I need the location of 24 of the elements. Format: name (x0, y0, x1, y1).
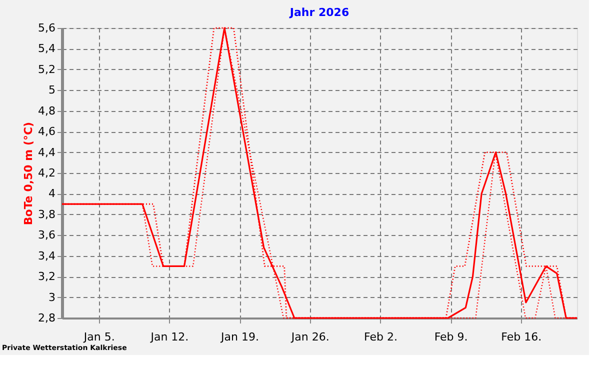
y-tick-label: 3,6 (38, 228, 56, 242)
x-tick-label: Jan 26. (290, 330, 330, 344)
x-tick-label: Jan 12. (150, 330, 189, 344)
y-tick-label: 3,2 (38, 270, 56, 284)
y-tick-label: 4,4 (38, 146, 56, 159)
y-tick-label: 4 (48, 187, 56, 200)
x-tick-label: Feb 16. (501, 330, 542, 344)
y-tick-label: 3,8 (38, 208, 56, 221)
y-tick-label: 5,2 (38, 62, 56, 76)
y-tick-label: 3,4 (38, 249, 56, 262)
y-tick-label: 5,4 (38, 42, 56, 56)
y-tick-label: 4,6 (38, 125, 56, 138)
y-tick-label: 4,8 (38, 104, 56, 118)
y-tick-label: 2,8 (38, 312, 56, 324)
y-tick-label: 5 (48, 84, 56, 97)
y-tick-label: 4,2 (38, 166, 56, 180)
x-tick-label: Jan 19. (220, 330, 260, 344)
y-tick-label: 3 (48, 290, 56, 304)
x-tick-label: Jan 5. (82, 330, 115, 344)
y-tick-label: 5,6 (38, 22, 56, 34)
y-axis-title: BoTe 0,50 m (°C) (22, 122, 36, 226)
chart-title: Jahr 2026 (288, 6, 350, 19)
x-tick-label: Feb 2. (364, 330, 398, 344)
x-tick-label: Feb 9. (434, 330, 468, 344)
